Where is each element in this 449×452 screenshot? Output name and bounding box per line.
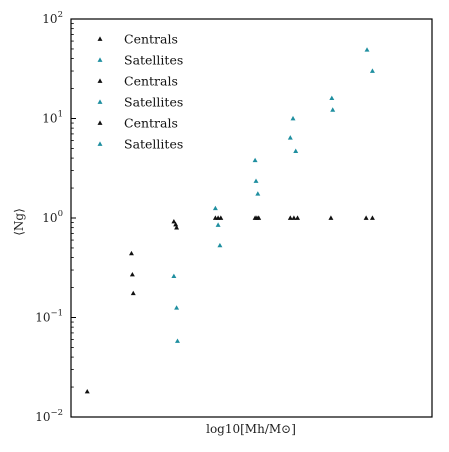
- satellites-point: [290, 115, 296, 121]
- centrals-point: [130, 290, 136, 296]
- legend: Centrals Satellites Centrals Satellites Cent…: [97, 32, 183, 152]
- legend-label: Satellites: [124, 95, 183, 110]
- satellites-point: [217, 242, 223, 248]
- centrals-point: [129, 271, 135, 277]
- legend-label: Satellites: [124, 137, 183, 152]
- centrals-point: [363, 215, 369, 220]
- satellites-point: [252, 157, 258, 163]
- legend-marker: [97, 57, 103, 62]
- centrals-point: [173, 221, 179, 227]
- legend-marker: [97, 141, 103, 146]
- legend-marker: [97, 36, 103, 41]
- satellites-point: [255, 191, 261, 196]
- satellites-point: [215, 222, 221, 227]
- centrals-point: [218, 215, 224, 220]
- y-tick-label: 102: [42, 10, 63, 26]
- data-points: [84, 47, 375, 394]
- centrals-point: [328, 215, 334, 220]
- centrals-point: [287, 215, 293, 220]
- legend-label: Satellites: [124, 53, 183, 68]
- legend-marker: [97, 78, 103, 83]
- legend-marker: [97, 99, 103, 104]
- centrals-point: [171, 219, 177, 224]
- legend-label: Centrals: [124, 32, 178, 47]
- satellites-point: [174, 305, 180, 310]
- satellites-point: [369, 68, 375, 73]
- satellites-point: [287, 135, 293, 140]
- centrals-point: [369, 215, 375, 220]
- centrals-point: [84, 389, 90, 394]
- centrals-point: [295, 215, 300, 220]
- y-tick-label: 100: [42, 209, 63, 225]
- satellites-point: [253, 178, 259, 183]
- centrals-point: [174, 225, 180, 230]
- satellites-point: [171, 273, 177, 279]
- y-tick-label: 101: [42, 110, 63, 126]
- satellites-point: [293, 148, 299, 153]
- centrals-point: [256, 215, 262, 220]
- legend-marker: [97, 120, 103, 125]
- satellites-point: [212, 205, 218, 211]
- y-axis-label: ⟨Ng⟩: [12, 208, 26, 236]
- y-axis: 10−2 10−1 100 101 102: [35, 10, 76, 424]
- legend-label: Centrals: [124, 74, 178, 89]
- satellites-point: [329, 95, 335, 101]
- y-tick-label: 10−2: [35, 408, 63, 424]
- satellites-point: [330, 107, 336, 112]
- satellites-point: [175, 338, 180, 343]
- y-tick-label: 10−1: [35, 309, 63, 325]
- satellites-point: [364, 47, 370, 52]
- x-axis-label: log10[Mh/M⊙]: [206, 422, 296, 436]
- legend-label: Centrals: [124, 116, 178, 131]
- centrals-point: [128, 250, 134, 256]
- centrals-point: [291, 215, 297, 220]
